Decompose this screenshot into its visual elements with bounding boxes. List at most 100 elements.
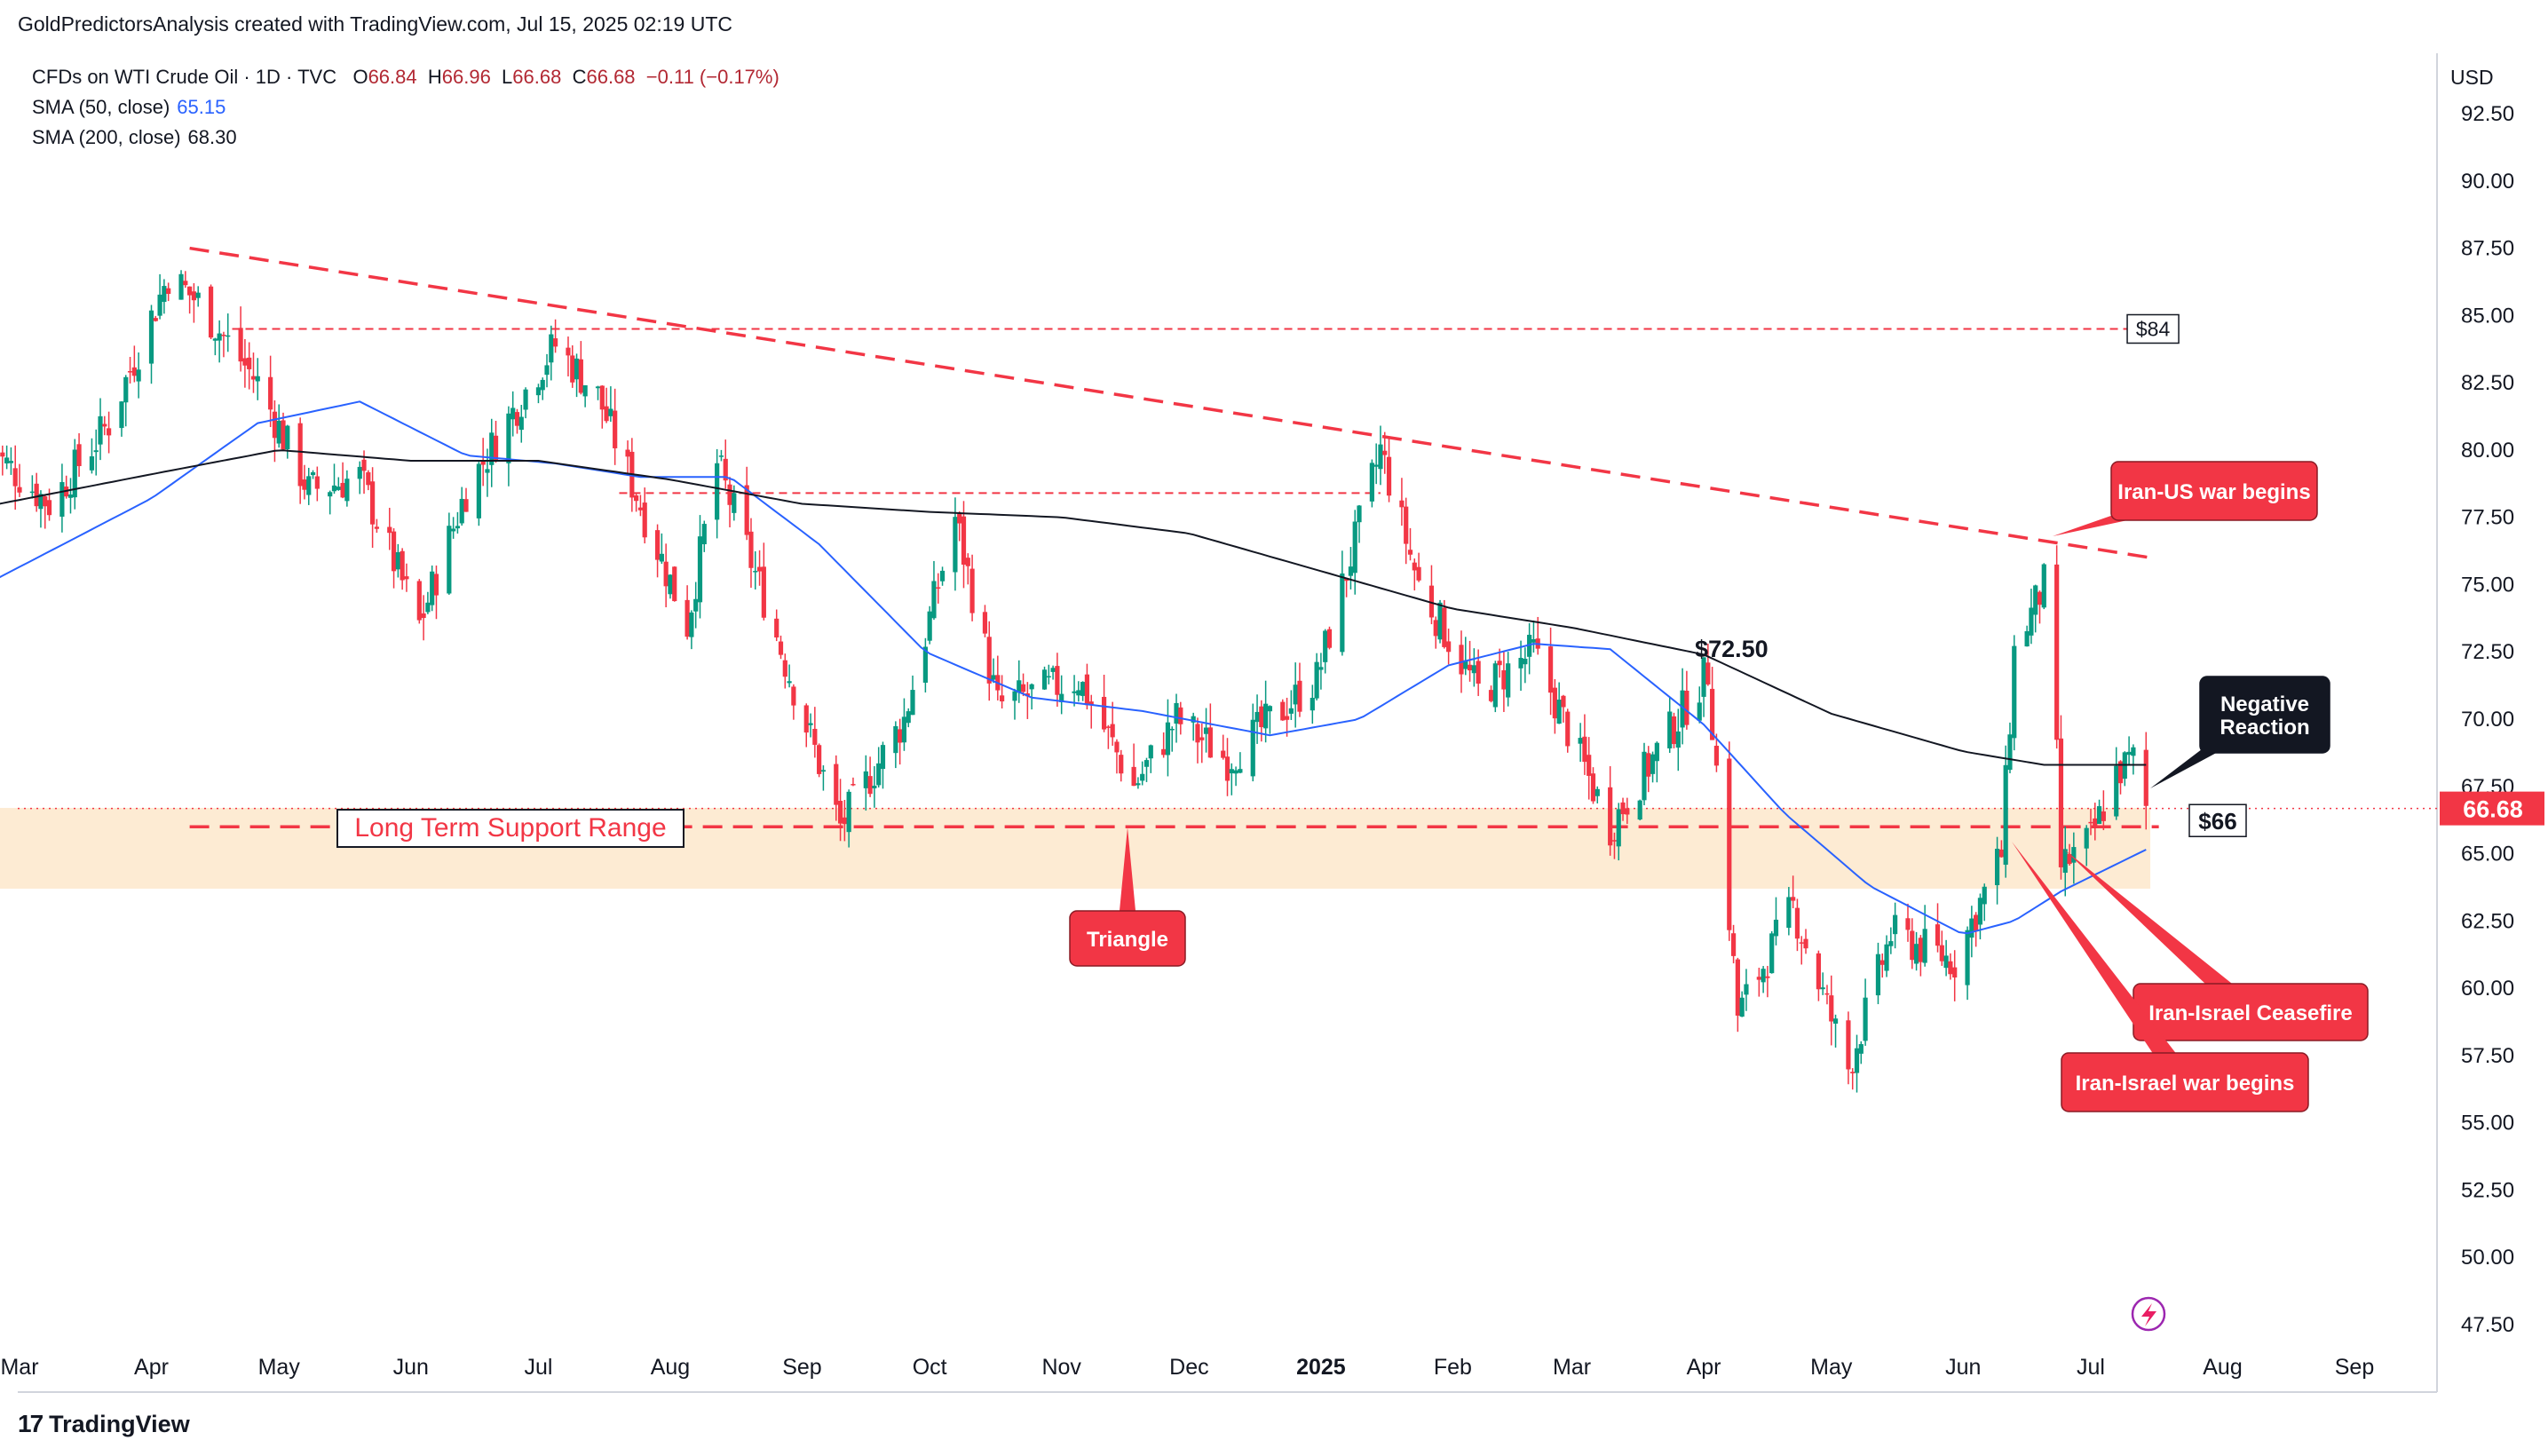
- candle-up: [2122, 751, 2127, 787]
- candle-up: [535, 384, 542, 404]
- candle-up: [808, 713, 813, 738]
- candle-up: [178, 270, 184, 300]
- candle-body: [1616, 809, 1621, 847]
- candle-body: [1786, 897, 1792, 928]
- candle-up: [1293, 662, 1298, 728]
- candle-body: [1791, 897, 1796, 901]
- candle-body: [366, 471, 371, 486]
- candle-down: [187, 286, 193, 314]
- candle-up: [89, 438, 95, 474]
- candle-down: [247, 342, 252, 390]
- candle-up: [1875, 942, 1881, 1005]
- candle-down: [842, 799, 847, 842]
- support-range-label: Long Term Support Range: [354, 813, 666, 843]
- x-tick-label: May: [1810, 1355, 1853, 1380]
- candle-body: [357, 466, 362, 479]
- candle-body: [986, 637, 992, 684]
- candle-down: [1816, 950, 1821, 1001]
- candle-body: [582, 384, 588, 397]
- candle-down: [778, 635, 784, 660]
- candle-body: [1905, 918, 1911, 930]
- candle-body: [608, 408, 613, 416]
- candle-up: [1667, 697, 1673, 754]
- candle-body: [1076, 690, 1081, 696]
- candle-down: [1131, 743, 1136, 787]
- x-tick-label: Sep: [782, 1355, 821, 1380]
- candle-body: [1340, 573, 1345, 653]
- candle-body: [328, 492, 333, 497]
- candle-up: [1017, 660, 1022, 703]
- candle-body: [8, 461, 14, 463]
- candle-body: [2037, 591, 2043, 605]
- candle-up: [718, 449, 724, 462]
- candle-body: [2093, 818, 2098, 828]
- support-band: [0, 808, 2151, 889]
- candle-up: [357, 461, 362, 495]
- candle-body: [1646, 753, 1651, 777]
- candle-body: [1705, 662, 1711, 684]
- candle-body: [361, 459, 367, 471]
- candle-down: [642, 487, 647, 544]
- candle-body: [1667, 711, 1673, 748]
- candle-body: [570, 355, 575, 383]
- candle-up: [901, 698, 907, 751]
- candle-body: [1727, 758, 1732, 930]
- candle-body: [1858, 1044, 1864, 1054]
- tradingview-footer[interactable]: 17 TradingView: [18, 1410, 190, 1438]
- candle-body: [1492, 663, 1498, 708]
- candle-down: [1905, 903, 1911, 942]
- candle-down: [1407, 527, 1413, 561]
- candle-body: [1416, 566, 1421, 581]
- callout-text: Iran-Israel war begins: [2076, 1072, 2295, 1096]
- candle-body: [2084, 827, 2089, 849]
- candle-up: [2126, 736, 2132, 765]
- symbol-name[interactable]: CFDs on WTI Crude Oil · 1D · TVC: [32, 66, 337, 88]
- candle-up: [1080, 681, 1086, 701]
- candle-up: [1893, 902, 1898, 949]
- candle-body: [718, 455, 724, 457]
- candle-down: [1412, 558, 1417, 591]
- candle-down: [2054, 545, 2060, 749]
- candle-up: [574, 353, 580, 398]
- candle-body: [2143, 749, 2148, 806]
- candle-up: [1059, 675, 1064, 715]
- candle-up: [1858, 1041, 1864, 1064]
- candle-body: [1675, 731, 1681, 748]
- candle-down: [604, 387, 609, 423]
- candle-body: [2096, 806, 2102, 825]
- sma200-legend-row[interactable]: SMA (200, close) 68.30: [32, 123, 779, 153]
- currency-label[interactable]: USD: [2450, 66, 2494, 89]
- price-chart[interactable]: 92.50 90.00 87.50 85.00 82.50 80.00 77.50 75.00…: [0, 0, 2548, 1403]
- candle-up: [1143, 757, 1150, 782]
- candle-down: [1224, 738, 1230, 796]
- candle-down: [12, 445, 18, 510]
- candle-body: [2029, 607, 2034, 636]
- candle-down: [1344, 578, 1349, 597]
- candle-down: [1110, 701, 1115, 746]
- candle-body: [38, 494, 44, 510]
- candle-body: [1913, 944, 1919, 964]
- candle-up: [582, 384, 588, 408]
- candle-up: [1650, 751, 1656, 783]
- candle-body: [834, 764, 839, 805]
- candle-down: [613, 388, 618, 465]
- candle-down: [493, 420, 499, 463]
- candle-down: [1055, 653, 1060, 708]
- candle-body: [1879, 960, 1885, 965]
- candle-body: [59, 482, 65, 517]
- candle-body: [1344, 578, 1349, 582]
- candle-down: [166, 282, 171, 302]
- iran-israel-ceasefire-callout: Iran-Israel Ceasefire: [2063, 849, 2369, 1041]
- candle-up: [753, 550, 758, 590]
- candle-up: [1254, 694, 1260, 744]
- candle-body: [1761, 969, 1766, 983]
- candle-body: [1565, 711, 1571, 747]
- symbol-legend-row[interactable]: CFDs on WTI Crude Oil · 1D · TVC O66.84 …: [32, 62, 779, 92]
- candle-body: [1437, 602, 1443, 640]
- candle-body: [250, 376, 257, 380]
- candle-body: [872, 786, 877, 788]
- candle-up: [1012, 688, 1017, 720]
- sma50-legend-row[interactable]: SMA (50, close) 65.15: [32, 92, 779, 123]
- candle-down: [1910, 918, 1915, 969]
- support-66-label: $66: [2198, 808, 2236, 835]
